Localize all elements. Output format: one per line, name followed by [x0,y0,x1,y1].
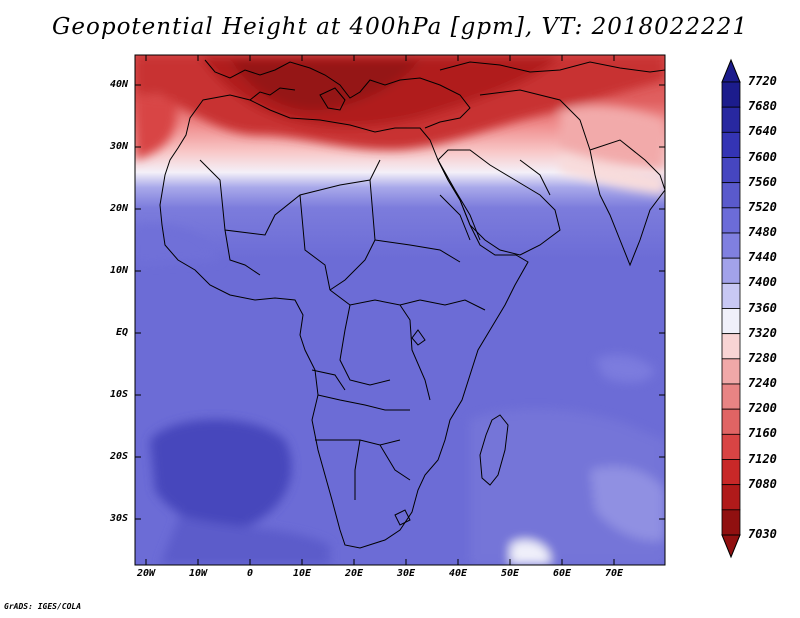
colorbar-label: 7600 [748,149,777,164]
colorbar-swatch [721,232,741,259]
lat-label: 20N [109,203,128,214]
colorbar-swatch [721,81,741,108]
colorbar-label: 7280 [748,350,777,365]
lat-label: 40N [109,79,128,90]
colorbar-swatch [721,308,741,335]
colorbar-label: 7200 [748,401,777,416]
lat-label: 10S [109,389,128,400]
colorbar-label: 7360 [748,300,777,315]
colorbar-label: 7080 [748,476,777,491]
colorbar-swatch [721,157,741,184]
colorbar-label: 7160 [748,426,777,441]
lat-label: 20S [109,451,128,462]
lon-label: 50E [500,568,520,579]
colorbar-label: 7400 [748,275,777,290]
colorbar-label: 7240 [748,376,777,390]
colorbar-swatch [721,358,741,385]
lon-label: 60E [552,568,572,579]
lon-label: 20W [136,568,156,579]
colorbar-swatch [721,408,741,435]
colorbar-swatch [721,484,741,511]
colorbar-label: 7030 [748,527,777,541]
colorbar-label: 7520 [748,199,777,214]
colorbar-swatch [721,459,741,486]
lat-label: EQ [115,327,128,338]
lon-label: 70E [604,568,624,579]
axis-ticks [135,55,665,565]
colorbar-swatch [721,433,741,460]
coastline-outlines [159,59,665,549]
colorbar-swatch [721,257,741,284]
lon-label: 30E [396,568,416,579]
colorbar-label: 7680 [748,99,777,114]
colorbar-high-arrow [721,58,741,83]
colorbar-label: 7320 [748,325,777,340]
colorbar [721,58,741,559]
colorbar-swatch [721,282,741,309]
colorbar-label: 7480 [748,225,777,239]
colorbar-swatch [721,383,741,410]
lat-label: 30S [109,513,128,524]
lon-label: 40E [448,568,468,579]
field-shading [135,55,665,565]
colorbar-label: 7440 [748,250,777,265]
plot-frame [134,54,666,566]
colorbar-swatch [721,182,741,209]
map-title: Geopotential Height at 400hPa [gpm], VT:… [52,14,748,40]
colorbar-swatch [721,131,741,158]
lon-label: 10W [188,568,208,579]
colorbar-swatch [721,509,741,536]
lon-label: 20E [344,568,364,579]
lat-label: 10N [109,265,128,276]
grads-credit: GrADS: IGES/COLA [4,602,82,611]
colorbar-label: 7120 [748,451,777,466]
lon-label: 10E [292,568,312,579]
lat-label: 30N [109,141,128,152]
colorbar-label: 7720 [748,74,777,88]
colorbar-swatch [721,207,741,234]
colorbar-swatch [721,333,741,360]
colorbar-swatch [721,106,741,133]
colorbar-label: 7560 [748,174,777,189]
lon-label: 0 [246,568,254,579]
colorbar-label: 7640 [748,124,777,139]
colorbar-low-arrow [721,534,741,559]
